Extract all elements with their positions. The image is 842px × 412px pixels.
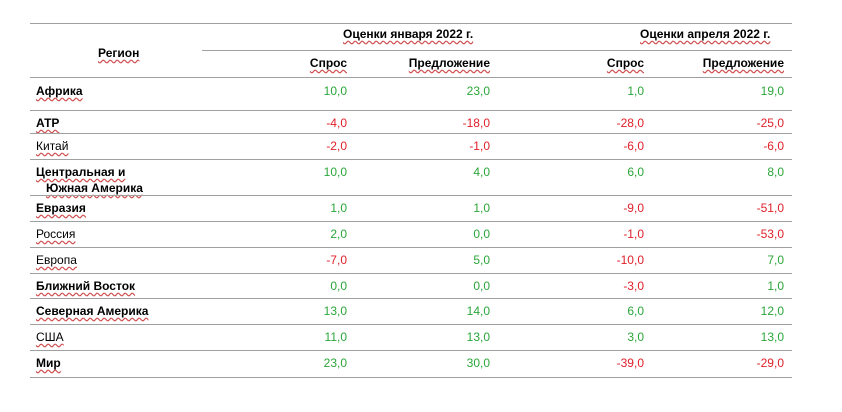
jan-demand-value: 13,0: [323, 304, 347, 318]
jan-supply-value: 1,0: [473, 201, 490, 215]
jan-demand-value: 0,0: [330, 279, 347, 293]
row-rule: [30, 221, 792, 222]
region-name: США: [36, 330, 64, 344]
apr-supply-value: -29,0: [756, 356, 784, 370]
jan-supply-value: 13,0: [466, 330, 490, 344]
jan-supply-value: -18,0: [462, 116, 490, 130]
row-rule: [30, 273, 792, 274]
header-group-rule: [202, 50, 792, 51]
apr-demand-value: 3,0: [627, 330, 644, 344]
header-bottom-rule: [30, 77, 792, 78]
row-rule: [30, 298, 792, 299]
apr-demand-header: Спрос: [606, 56, 644, 70]
apr-supply-header: Предложение: [702, 56, 784, 70]
jan-supply-value: 4,0: [473, 165, 490, 179]
jan-supply-value: -1,0: [469, 139, 490, 153]
row-rule: [30, 350, 792, 351]
jan-demand-header: Спрос: [309, 56, 347, 70]
apr-supply-value: 7,0: [767, 253, 784, 267]
region-name: Евразия: [36, 201, 86, 215]
apr-supply-value: 1,0: [767, 279, 784, 293]
region-name: Европа: [36, 253, 77, 267]
region-name: Китай: [36, 139, 69, 153]
region-name: Россия: [36, 227, 76, 241]
apr-demand-value: -28,0: [616, 116, 644, 130]
apr-supply-value: 8,0: [767, 165, 784, 179]
jan-demand-value: 10,0: [323, 165, 347, 179]
jan-demand-value: -4,0: [326, 116, 347, 130]
region-name: Северная Америка: [36, 304, 149, 318]
region-name-continued: Южная Америка: [46, 181, 143, 195]
region-column-header: Регион: [98, 46, 140, 60]
region-name: Центральная и: [36, 165, 126, 179]
row-rule: [30, 324, 792, 325]
apr-demand-value: -6,0: [623, 139, 644, 153]
jan-demand-value: 1,0: [330, 201, 347, 215]
row-rule: [30, 377, 792, 378]
jan-demand-value: -7,0: [326, 253, 347, 267]
apr-demand-value: -10,0: [616, 253, 644, 267]
apr-supply-value: 19,0: [760, 84, 784, 98]
apr-demand-value: 6,0: [627, 304, 644, 318]
row-rule: [30, 133, 792, 134]
april-estimates-header: Оценки апреля 2022 г.: [640, 27, 771, 41]
jan-demand-value: -2,0: [326, 139, 347, 153]
apr-demand-value: -9,0: [623, 201, 644, 215]
apr-demand-value: -3,0: [623, 279, 644, 293]
apr-supply-value: 12,0: [760, 304, 784, 318]
region-name: Мир: [36, 356, 61, 370]
january-estimates-header: Оценки января 2022 г.: [343, 27, 474, 41]
region-name: Африка: [36, 84, 83, 98]
jan-supply-value: 5,0: [473, 253, 490, 267]
apr-demand-value: 6,0: [627, 165, 644, 179]
row-rule: [30, 195, 792, 196]
apr-demand-value: -39,0: [616, 356, 644, 370]
apr-supply-value: -51,0: [756, 201, 784, 215]
jan-supply-value: 14,0: [466, 304, 490, 318]
jan-supply-value: 0,0: [473, 279, 490, 293]
row-rule: [30, 247, 792, 248]
jan-demand-value: 2,0: [330, 227, 347, 241]
apr-supply-value: 13,0: [760, 330, 784, 344]
apr-supply-value: -25,0: [756, 116, 784, 130]
row-rule: [30, 159, 792, 160]
jan-demand-value: 11,0: [324, 330, 347, 344]
jan-demand-value: 10,0: [323, 84, 347, 98]
jan-supply-header: Предложение: [408, 56, 490, 70]
top-rule: [30, 23, 792, 24]
apr-supply-value: -6,0: [763, 139, 784, 153]
row-rule: [30, 110, 792, 111]
jan-supply-value: 0,0: [473, 227, 490, 241]
region-name: АТР: [36, 116, 60, 130]
apr-demand-value: -1,0: [623, 227, 644, 241]
jan-demand-value: 23,0: [323, 356, 347, 370]
jan-supply-value: 30,0: [466, 356, 490, 370]
apr-demand-value: 1,0: [627, 84, 644, 98]
region-name: Ближний Восток: [36, 279, 136, 293]
jan-supply-value: 23,0: [466, 84, 490, 98]
apr-supply-value: -53,0: [756, 227, 784, 241]
